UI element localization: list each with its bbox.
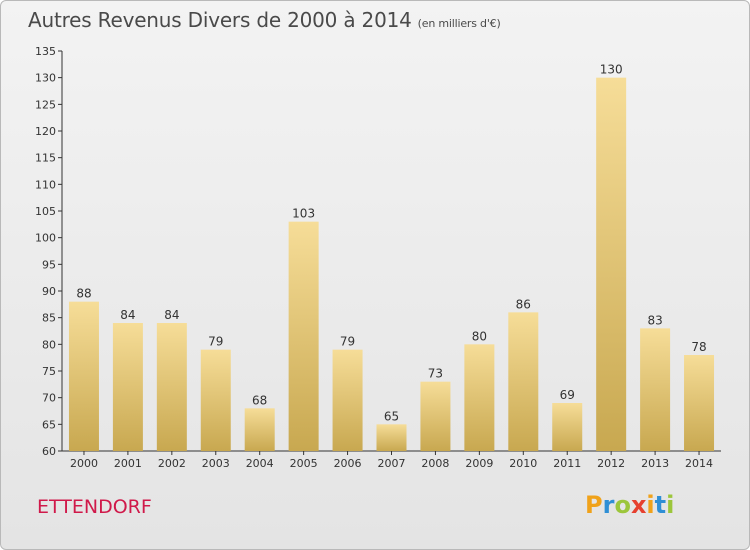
bar-value-label: 79 xyxy=(340,335,355,349)
x-tick-label: 2013 xyxy=(641,457,669,470)
bar-value-label: 130 xyxy=(600,63,623,77)
bar-value-label: 73 xyxy=(428,367,443,381)
y-tick-label: 85 xyxy=(42,312,56,325)
x-tick-label: 2011 xyxy=(553,457,581,470)
logo-letter: t xyxy=(654,491,667,519)
x-tick-label: 2014 xyxy=(685,457,713,470)
bar-value-label: 86 xyxy=(516,297,531,311)
x-tick-label: 2003 xyxy=(202,457,230,470)
bar xyxy=(684,355,715,451)
bar xyxy=(464,344,495,451)
bar xyxy=(200,349,231,451)
x-tick-label: 2012 xyxy=(597,457,625,470)
logo-letter: i xyxy=(646,491,655,519)
y-tick-label: 95 xyxy=(42,258,56,271)
x-tick-label: 2007 xyxy=(378,457,406,470)
bar xyxy=(552,403,583,451)
bar xyxy=(332,349,363,451)
x-tick-label: 2005 xyxy=(290,457,318,470)
logo-letter: x xyxy=(630,491,647,519)
y-tick-label: 120 xyxy=(35,125,56,138)
bar-value-label: 103 xyxy=(292,207,315,221)
logo-letter: P xyxy=(585,491,603,519)
chart-subtitle: (en milliers d'€) xyxy=(417,17,501,30)
logo-letter: o xyxy=(614,491,631,519)
bar xyxy=(68,301,99,451)
bar xyxy=(596,77,627,452)
bar-value-label: 65 xyxy=(384,409,399,423)
y-tick-label: 90 xyxy=(42,285,56,298)
bar xyxy=(112,323,143,451)
bar-value-label: 84 xyxy=(164,308,179,322)
bar-value-label: 83 xyxy=(647,313,662,327)
y-tick-label: 75 xyxy=(42,365,56,378)
chart-title: Autres Revenus Divers de 2000 à 2014 (en … xyxy=(28,8,501,32)
y-tick-label: 60 xyxy=(42,445,56,458)
y-tick-label: 125 xyxy=(35,98,56,111)
bar xyxy=(420,381,451,451)
bar-value-label: 80 xyxy=(472,329,487,343)
x-tick-label: 2000 xyxy=(70,457,98,470)
bar xyxy=(376,424,407,451)
bar xyxy=(244,408,275,451)
bar-value-label: 69 xyxy=(560,388,575,402)
bar-value-label: 79 xyxy=(208,335,223,349)
y-tick-label: 70 xyxy=(42,392,56,405)
logo-letter: i xyxy=(666,491,675,519)
x-tick-label: 2006 xyxy=(334,457,362,470)
x-tick-label: 2004 xyxy=(246,457,274,470)
y-tick-label: 105 xyxy=(35,205,56,218)
x-tick-label: 2001 xyxy=(114,457,142,470)
logo-letter: r xyxy=(602,491,615,519)
y-tick-label: 115 xyxy=(35,152,56,165)
x-tick-label: 2008 xyxy=(421,457,449,470)
y-tick-label: 65 xyxy=(42,418,56,431)
bar-value-label: 68 xyxy=(252,393,267,407)
bar-value-label: 78 xyxy=(691,340,706,354)
y-tick-label: 80 xyxy=(42,338,56,351)
location-name: ETTENDORF xyxy=(37,496,152,518)
bar xyxy=(288,221,319,451)
proxiti-logo: Proxiti xyxy=(585,491,674,519)
y-tick-label: 100 xyxy=(35,232,56,245)
x-tick-label: 2009 xyxy=(465,457,493,470)
bar xyxy=(156,323,187,451)
bar-value-label: 84 xyxy=(120,308,135,322)
bar-value-label: 88 xyxy=(76,287,91,301)
x-tick-label: 2010 xyxy=(509,457,537,470)
bar xyxy=(640,328,671,451)
y-tick-label: 130 xyxy=(35,72,56,85)
x-tick-label: 2002 xyxy=(158,457,186,470)
y-tick-label: 110 xyxy=(35,178,56,191)
y-tick-label: 135 xyxy=(35,45,56,58)
bar xyxy=(508,312,539,451)
